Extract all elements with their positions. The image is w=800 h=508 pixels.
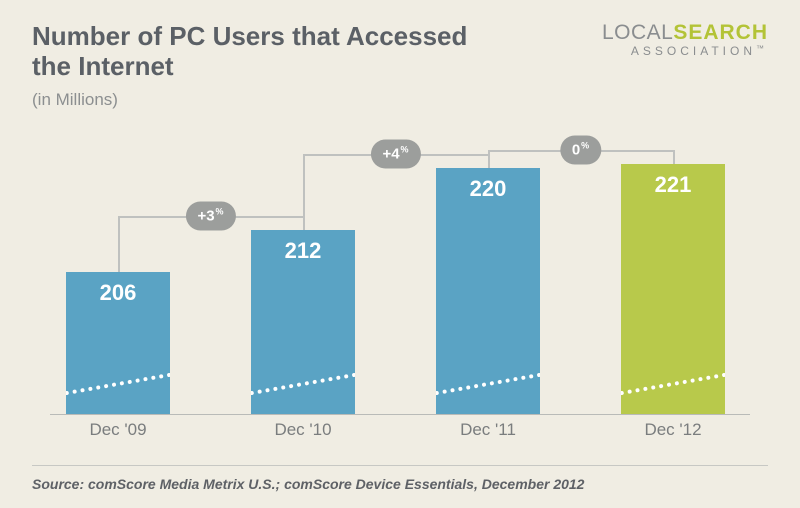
trademark-icon: ™ (756, 44, 768, 53)
x-axis (50, 414, 750, 415)
bar-label: Dec '12 (593, 420, 753, 440)
bar: 206 (66, 272, 170, 414)
delta-connector-leg (673, 150, 675, 164)
chart-subtitle: (in Millions) (32, 90, 492, 110)
delta-connector-leg (303, 154, 305, 230)
logo: LOCALSEARCH ASSOCIATION™ (602, 22, 768, 57)
logo-text-association: ASSOCIATION (631, 44, 756, 58)
bar-dash-accent (436, 371, 540, 396)
delta-connector-leg (488, 150, 490, 168)
bar-dash-accent (621, 371, 725, 396)
logo-text-search: SEARCH (673, 21, 768, 44)
logo-line2: ASSOCIATION™ (602, 45, 768, 57)
bar-value: 220 (436, 176, 540, 202)
delta-connector-leg (118, 216, 120, 272)
bar-value: 221 (621, 172, 725, 198)
delta-bubble: +3% (185, 202, 235, 231)
header: Number of PC Users that Accessed the Int… (32, 22, 768, 110)
logo-line1: LOCALSEARCH (602, 22, 768, 43)
bar-dash-accent (251, 371, 355, 396)
bar: 221 (621, 164, 725, 414)
source-citation: Source: comScore Media Metrix U.S.; comS… (32, 476, 584, 492)
delta-bubble: 0% (560, 136, 601, 165)
logo-text-local: LOCAL (602, 21, 673, 44)
bar-value: 206 (66, 280, 170, 306)
bar-dash-accent (66, 371, 170, 396)
bar-value: 212 (251, 238, 355, 264)
chart-title: Number of PC Users that Accessed the Int… (32, 22, 492, 82)
bar-label: Dec '09 (38, 420, 198, 440)
divider (32, 465, 768, 466)
bar: 212 (251, 230, 355, 414)
bar-chart: 206Dec '09212Dec '10220Dec '11221Dec '12… (50, 140, 750, 440)
bar-label: Dec '10 (223, 420, 383, 440)
bar-label: Dec '11 (408, 420, 568, 440)
delta-bubble: +4% (370, 140, 420, 169)
title-block: Number of PC Users that Accessed the Int… (32, 22, 492, 110)
bar: 220 (436, 168, 540, 414)
